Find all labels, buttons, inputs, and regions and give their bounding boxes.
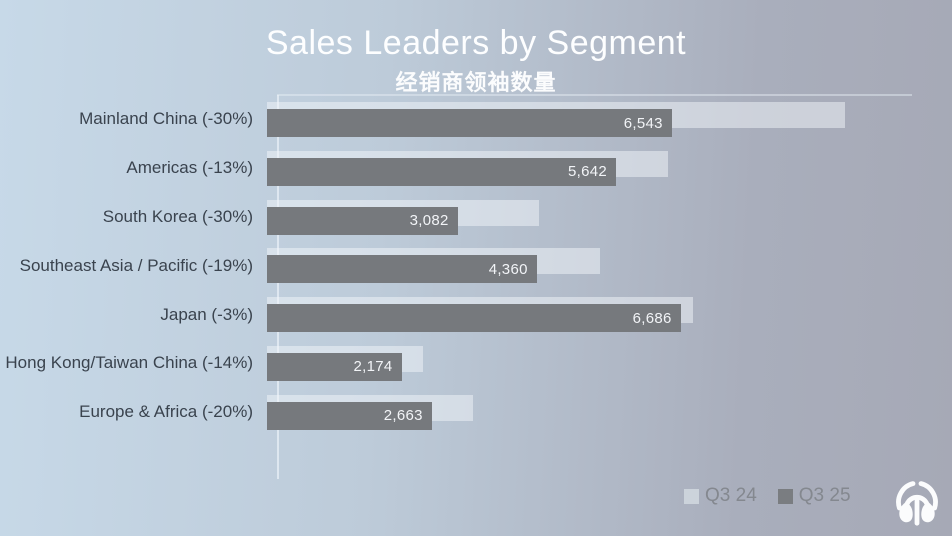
category-label: Mainland China (-30%) — [79, 109, 253, 129]
bar-q3-25: 6,686 — [267, 304, 681, 333]
chart-row: Japan (-3%) 6,686 — [0, 290, 940, 339]
bar-track: 5,642 — [266, 144, 928, 193]
chart-title: Sales Leaders by Segment — [265, 24, 687, 62]
bar-q3-25: 4,360 — [267, 255, 537, 284]
bar-value-label: 5,642 — [568, 163, 608, 181]
bar-value-label: 3,082 — [409, 212, 449, 230]
bar-q3-25: 5,642 — [267, 157, 617, 186]
chart-header: Sales Leaders by Segment 经销商领袖数量 — [0, 24, 952, 97]
legend-swatch-q3-24 — [684, 488, 699, 504]
legend-label-q3-25: Q3 25 — [798, 485, 851, 506]
bar-track: 6,686 — [266, 290, 928, 339]
legend-label-q3-24: Q3 24 — [705, 485, 757, 506]
chart-subtitle-chinese: 经销商领袖数量 — [395, 70, 557, 95]
bar-q3-25: 2,663 — [267, 401, 432, 430]
bar-value-label: 6,686 — [632, 309, 672, 327]
category-label: Americas (-13%) — [126, 158, 253, 178]
bar-q3-25: 3,082 — [267, 206, 458, 235]
category-label: Southeast Asia / Pacific (-19%) — [19, 255, 253, 275]
legend-swatch-q3-25 — [777, 488, 793, 504]
bar-value-label: 2,174 — [353, 358, 393, 376]
bar-q3-25: 6,543 — [267, 109, 672, 137]
category-label: Japan (-3%) — [160, 304, 253, 324]
bar-track: 2,663 — [266, 388, 928, 437]
bar-q3-25: 2,174 — [267, 352, 402, 381]
category-label: South Korea (-30%) — [102, 206, 253, 226]
category-label: Europe & Africa (-20%) — [79, 402, 253, 422]
bar-value-label: 2,663 — [383, 407, 423, 425]
chart-row: Mainland China (-30%) 6,543 — [0, 95, 940, 144]
category-axis-line — [277, 95, 279, 479]
bar-track: 6,543 — [266, 95, 928, 144]
chart-row: Americas (-13%) 5,642 — [0, 144, 940, 193]
legend: Q3 24 Q3 25 — [684, 485, 851, 507]
chart-row: South Korea (-30%) 3,082 — [0, 193, 940, 242]
bar-value-label: 6,543 — [623, 114, 663, 132]
chart-row: Southeast Asia / Pacific (-19%) 4,360 — [0, 241, 940, 290]
bar-track: 3,082 — [266, 193, 928, 242]
legend-item-q3-25: Q3 25 — [777, 485, 851, 507]
legend-item-q3-24: Q3 24 — [684, 485, 757, 507]
plot-top-border — [277, 94, 912, 96]
bar-chart-plot: Mainland China (-30%) 6,543 Americas (-1… — [0, 95, 940, 437]
bar-track: 4,360 — [266, 241, 928, 290]
bar-value-label: 4,360 — [488, 260, 528, 278]
chart-row: Europe & Africa (-20%) 2,663 — [0, 388, 940, 437]
bar-track: 2,174 — [266, 339, 928, 388]
fountain-emblem-icon — [896, 481, 938, 526]
chart-row: Hong Kong/Taiwan China (-14%) 2,174 — [0, 339, 940, 388]
category-label: Hong Kong/Taiwan China (-14%) — [5, 353, 253, 373]
